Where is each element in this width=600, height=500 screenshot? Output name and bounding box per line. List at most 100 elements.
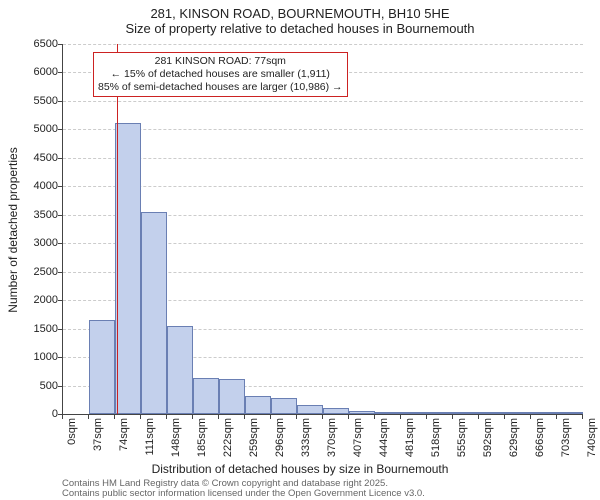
gridline: [63, 129, 583, 130]
xtick-label: 148sqm: [170, 418, 182, 457]
xtick-label: 592sqm: [482, 418, 494, 457]
xtick-mark: [400, 414, 401, 419]
ytick-label: 0: [8, 408, 58, 420]
xtick-mark: [582, 414, 583, 419]
xtick-label: 555sqm: [456, 418, 468, 457]
xtick-mark: [270, 414, 271, 419]
histogram-bar: [193, 378, 219, 414]
ytick-label: 2500: [8, 266, 58, 278]
ytick-label: 4500: [8, 152, 58, 164]
histogram-bar: [349, 411, 375, 414]
histogram-bar: [375, 412, 401, 414]
xtick-mark: [140, 414, 141, 419]
xtick-mark: [348, 414, 349, 419]
ytick-label: 2000: [8, 294, 58, 306]
histogram-bar: [271, 398, 297, 414]
ytick-label: 1500: [8, 323, 58, 335]
xtick-mark: [452, 414, 453, 419]
chart-title-line1: 281, KINSON ROAD, BOURNEMOUTH, BH10 5HE: [0, 0, 600, 21]
histogram-bar: [453, 412, 479, 414]
ytick-mark: [58, 329, 63, 330]
x-axis-label: Distribution of detached houses by size …: [0, 462, 600, 476]
ytick-mark: [58, 72, 63, 73]
ytick-mark: [58, 272, 63, 273]
footer-line2: Contains public sector information licen…: [62, 489, 425, 499]
annotation-box: 281 KINSON ROAD: 77sqm← 15% of detached …: [93, 52, 348, 97]
xtick-label: 518sqm: [430, 418, 442, 457]
gridline: [63, 158, 583, 159]
marker-line: [117, 44, 118, 414]
ytick-label: 5500: [8, 95, 58, 107]
annotation-line3: 85% of semi-detached houses are larger (…: [98, 81, 343, 94]
histogram-bar: [167, 326, 193, 414]
histogram-bar: [557, 412, 583, 414]
ytick-mark: [58, 158, 63, 159]
xtick-mark: [192, 414, 193, 419]
xtick-label: 333sqm: [300, 418, 312, 457]
histogram-bar: [505, 412, 531, 414]
ytick-label: 3500: [8, 209, 58, 221]
ytick-label: 1000: [8, 351, 58, 363]
gridline: [63, 186, 583, 187]
xtick-label: 37sqm: [92, 418, 104, 451]
histogram-bar: [323, 408, 349, 414]
ytick-mark: [58, 129, 63, 130]
gridline: [63, 44, 583, 45]
histogram-bar: [115, 123, 141, 414]
ytick-label: 5000: [8, 123, 58, 135]
annotation-line2: ← 15% of detached houses are smaller (1,…: [98, 68, 343, 81]
xtick-mark: [296, 414, 297, 419]
histogram-bar: [401, 412, 427, 414]
ytick-mark: [58, 215, 63, 216]
xtick-mark: [556, 414, 557, 419]
ytick-mark: [58, 357, 63, 358]
xtick-label: 111sqm: [144, 418, 156, 456]
ytick-label: 6500: [8, 38, 58, 50]
xtick-mark: [426, 414, 427, 419]
histogram-bar: [89, 320, 115, 414]
ytick-label: 3000: [8, 237, 58, 249]
xtick-label: 407sqm: [352, 418, 364, 457]
histogram-bar: [297, 405, 323, 414]
xtick-label: 740sqm: [586, 418, 598, 457]
chart-plot-area: 281 KINSON ROAD: 77sqm← 15% of detached …: [62, 44, 583, 415]
xtick-mark: [478, 414, 479, 419]
histogram-bar: [427, 412, 453, 414]
histogram-bar: [531, 412, 557, 414]
xtick-label: 703sqm: [560, 418, 572, 457]
xtick-label: 185sqm: [196, 418, 208, 457]
xtick-label: 629sqm: [508, 418, 520, 457]
gridline: [63, 101, 583, 102]
ytick-mark: [58, 386, 63, 387]
histogram-bar: [245, 396, 271, 414]
y-axis-label: Number of detached properties: [6, 147, 20, 312]
xtick-label: 444sqm: [378, 418, 390, 457]
xtick-label: 296sqm: [274, 418, 286, 457]
histogram-bar: [219, 379, 245, 414]
chart-footer: Contains HM Land Registry data © Crown c…: [62, 479, 425, 500]
ytick-mark: [58, 186, 63, 187]
ytick-mark: [58, 243, 63, 244]
xtick-mark: [374, 414, 375, 419]
xtick-mark: [530, 414, 531, 419]
xtick-label: 666sqm: [534, 418, 546, 457]
xtick-label: 259sqm: [248, 418, 260, 457]
xtick-label: 370sqm: [326, 418, 338, 457]
xtick-mark: [244, 414, 245, 419]
chart-title-line2: Size of property relative to detached ho…: [0, 21, 600, 40]
xtick-label: 481sqm: [404, 418, 416, 457]
annotation-line1: 281 KINSON ROAD: 77sqm: [98, 55, 343, 68]
xtick-mark: [322, 414, 323, 419]
xtick-label: 0sqm: [66, 418, 78, 445]
xtick-mark: [166, 414, 167, 419]
ytick-label: 500: [8, 380, 58, 392]
ytick-mark: [58, 44, 63, 45]
histogram-bar: [479, 412, 505, 414]
xtick-mark: [114, 414, 115, 419]
xtick-mark: [504, 414, 505, 419]
xtick-mark: [88, 414, 89, 419]
ytick-mark: [58, 101, 63, 102]
xtick-mark: [62, 414, 63, 419]
histogram-bar: [141, 212, 167, 414]
xtick-label: 222sqm: [222, 418, 234, 457]
